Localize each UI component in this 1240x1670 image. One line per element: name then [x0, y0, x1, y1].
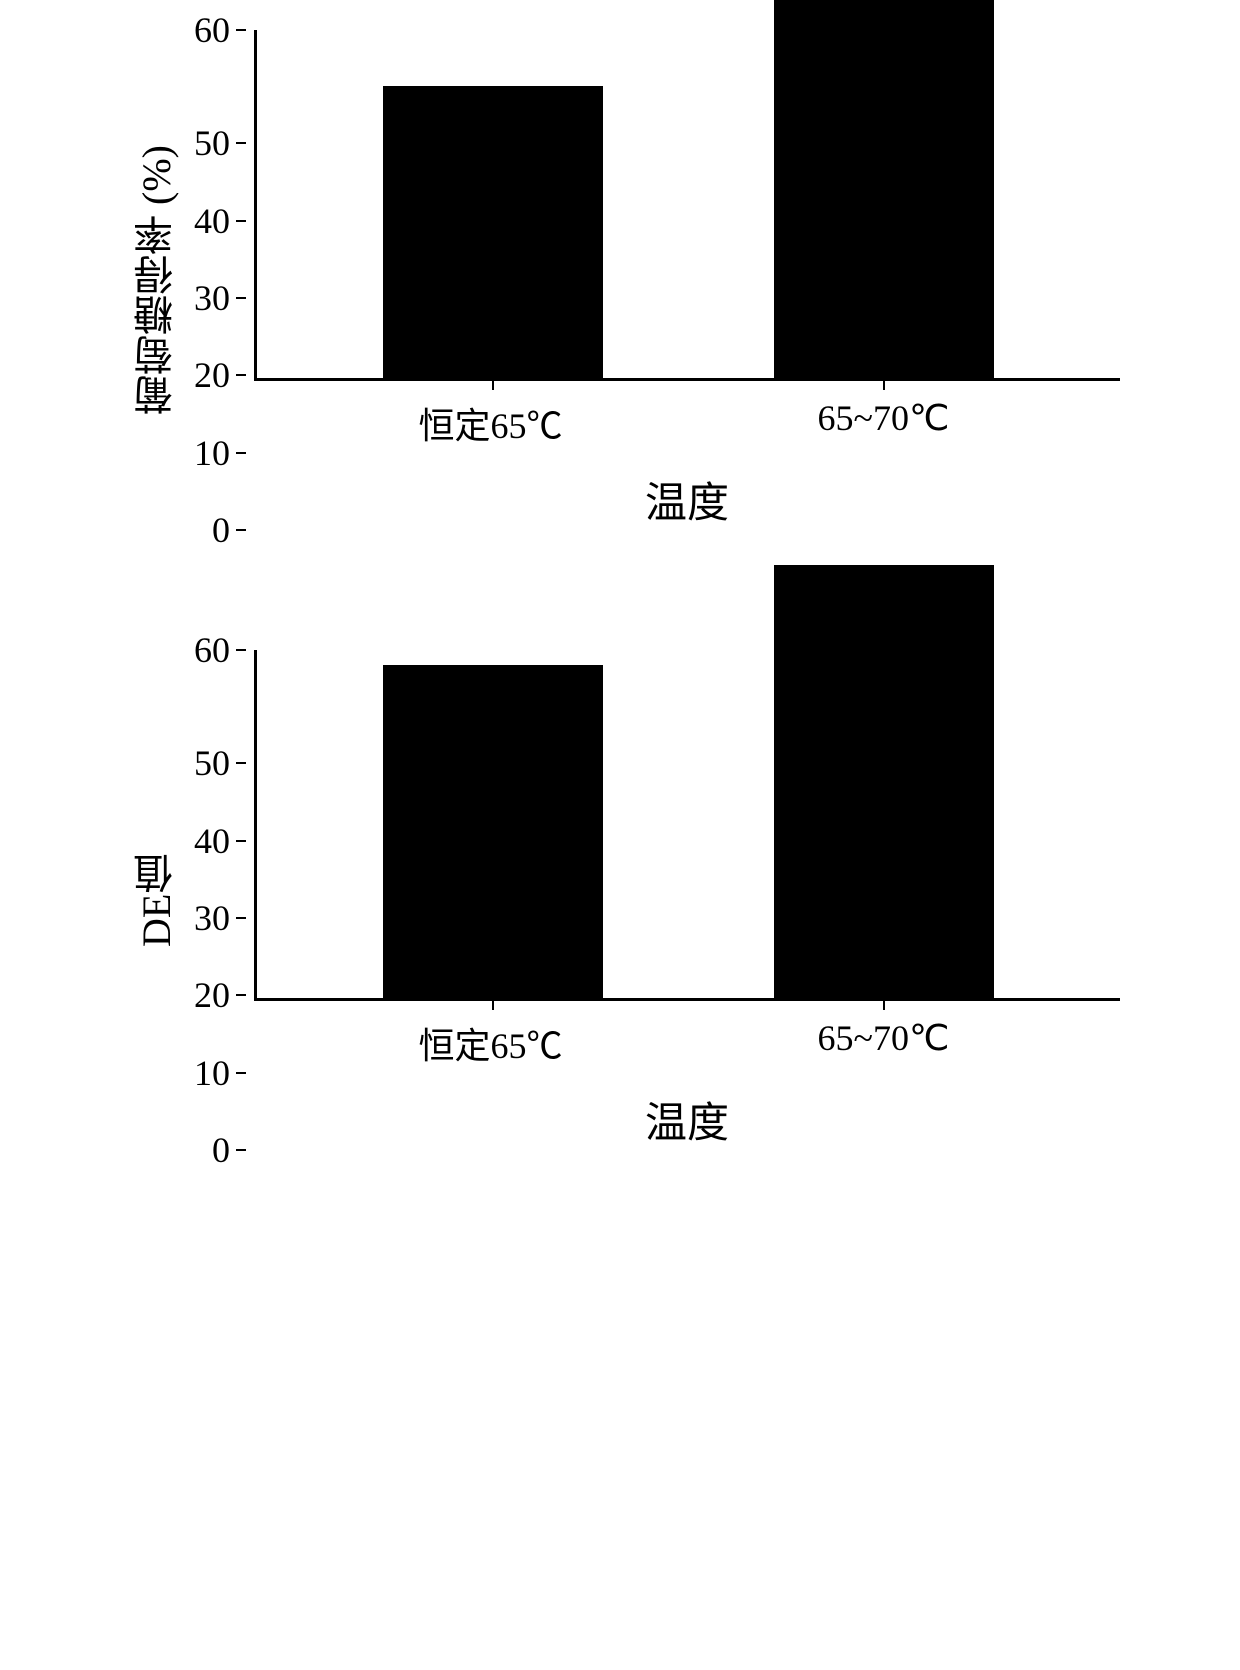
x-tick-mark: [883, 378, 885, 390]
y-tick-label: 40: [194, 203, 230, 239]
y-tick-label: 50: [194, 745, 230, 781]
y-tick: 30: [194, 280, 246, 316]
y-tick-label: 60: [194, 12, 230, 48]
plot-area: [254, 30, 1120, 381]
y-tick: 0: [212, 512, 246, 548]
plot-wrap: 葡萄糖得率 (%) 60 50 40 30 20 10 0: [120, 30, 1120, 530]
y-tick: 10: [194, 1055, 246, 1091]
bar-1: [383, 665, 603, 998]
y-tick: 50: [194, 125, 246, 161]
x-axis-title: 温度: [254, 1089, 1120, 1150]
y-tick: 50: [194, 745, 246, 781]
y-tick-label: 60: [194, 632, 230, 668]
y-tick-label: 20: [194, 357, 230, 393]
x-category-label: 恒定65℃: [381, 1017, 601, 1069]
y-tick: 60: [194, 12, 246, 48]
bars: [257, 650, 1120, 998]
plot-wrap: DE值 60 50 40 30 20 10 0: [120, 650, 1120, 1150]
y-tick: 0: [212, 1132, 246, 1168]
y-tick-label: 50: [194, 125, 230, 161]
y-ticks: 60 50 40 30 20 10 0: [194, 30, 254, 530]
x-labels: 恒定65℃ 65~70℃: [254, 1001, 1120, 1069]
x-axis-title: 温度: [254, 469, 1120, 530]
y-tick-label: 10: [194, 1055, 230, 1091]
chart-de-value: DE值 60 50 40 30 20 10 0: [120, 650, 1120, 1150]
plot-area: [254, 650, 1120, 1001]
bar-2: [774, 565, 994, 998]
x-category-label: 65~70℃: [774, 1017, 994, 1069]
y-tick-label: 20: [194, 977, 230, 1013]
bar-2: [774, 0, 994, 378]
x-category-label: 65~70℃: [774, 397, 994, 449]
y-tick: 10: [194, 435, 246, 471]
y-axis-label: DE值: [120, 650, 194, 1150]
y-tick-label: 0: [212, 1132, 230, 1168]
y-tick: 30: [194, 900, 246, 936]
y-tick-label: 10: [194, 435, 230, 471]
y-tick-label: 30: [194, 280, 230, 316]
x-labels: 恒定65℃ 65~70℃: [254, 381, 1120, 449]
y-axis-label: 葡萄糖得率 (%): [120, 30, 194, 530]
x-category-label: 恒定65℃: [381, 397, 601, 449]
bar-1: [383, 86, 603, 378]
y-tick-label: 40: [194, 823, 230, 859]
x-tick-mark: [492, 998, 494, 1010]
x-tick-mark: [883, 998, 885, 1010]
chart-glucose-yield: 葡萄糖得率 (%) 60 50 40 30 20 10 0: [120, 30, 1120, 530]
x-tick-row: [257, 998, 1120, 1010]
bars: [257, 30, 1120, 378]
x-tick-mark: [492, 378, 494, 390]
y-tick: 20: [194, 357, 246, 393]
y-tick-label: 0: [212, 512, 230, 548]
y-tick: 60: [194, 632, 246, 668]
y-tick-label: 30: [194, 900, 230, 936]
y-tick: 40: [194, 823, 246, 859]
x-tick-row: [257, 378, 1120, 390]
y-tick: 40: [194, 203, 246, 239]
y-ticks: 60 50 40 30 20 10 0: [194, 650, 254, 1150]
y-tick: 20: [194, 977, 246, 1013]
